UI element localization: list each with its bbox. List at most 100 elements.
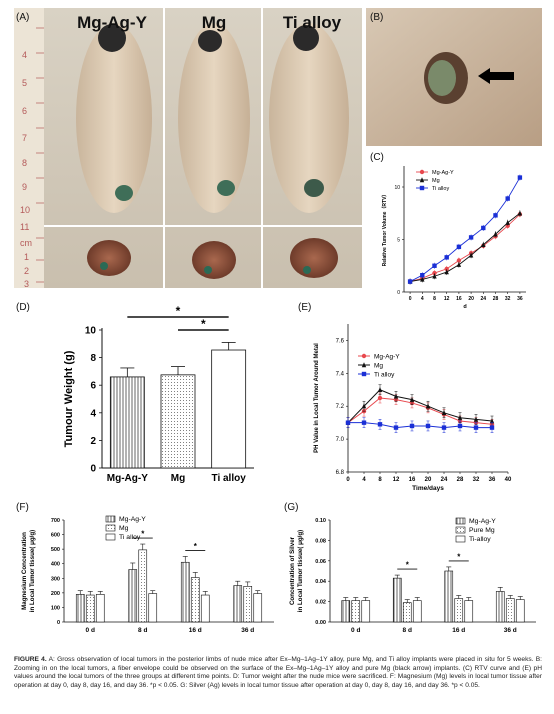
ruler-number: 10 bbox=[20, 205, 30, 215]
significance-mark: * bbox=[457, 552, 461, 561]
rtv-line-chart: (C) 0 5 10 0 4 8 12 16 20 24 28 32 36 d Relative Tumor… bbox=[370, 152, 526, 310]
y-tick-label: 7.2 bbox=[336, 404, 345, 410]
data-point bbox=[456, 244, 462, 250]
series-line bbox=[409, 177, 521, 282]
series-line bbox=[409, 213, 521, 282]
y-tick-label: 6.8 bbox=[336, 470, 345, 476]
x-tick-label: 12 bbox=[393, 477, 400, 483]
group-label-mg: Mg bbox=[202, 13, 227, 32]
legend-swatch bbox=[455, 535, 466, 543]
mouse-mg bbox=[178, 23, 250, 213]
y-axis-label: Magnesium Concentration bbox=[21, 532, 28, 610]
significance-mark: * bbox=[141, 530, 145, 539]
data-point bbox=[432, 273, 437, 279]
ruler-number: 8 bbox=[22, 158, 27, 168]
y-tick-label: 700 bbox=[51, 518, 60, 524]
y-tick-label: 0.08 bbox=[315, 538, 326, 544]
data-point bbox=[505, 196, 510, 201]
x-tick-label: 20 bbox=[468, 296, 474, 302]
y-axis-label: in Local Tumor tissue( μg/g) bbox=[297, 530, 304, 612]
ruler bbox=[36, 27, 44, 283]
tumor-mg-ag-y bbox=[87, 240, 131, 276]
data-point bbox=[473, 425, 479, 430]
data-point bbox=[444, 255, 449, 260]
y-tick-label: 0 bbox=[90, 464, 96, 475]
x-tick-label: Mg bbox=[171, 473, 185, 484]
panel-d: (D) 0 2 4 6 8 10 Tumour Weight (g) Mg-Ag-Y Mg Ti … bbox=[14, 300, 264, 492]
y-axis-label: in Local Tumor tissue( μg/g) bbox=[29, 530, 36, 612]
y-axis-label: PH Value in Local Tumor Around Metal bbox=[314, 343, 320, 453]
group-label-mg-ag-y: Mg-Ag-Y bbox=[77, 13, 148, 32]
data-point bbox=[457, 423, 463, 429]
data-point bbox=[393, 393, 399, 399]
tumor-ti-alloy bbox=[290, 238, 338, 278]
legend-label: Mg-Ag-Y bbox=[374, 354, 400, 361]
x-tick-label: 8 d bbox=[403, 627, 412, 634]
x-tick-label: 4 bbox=[362, 477, 366, 483]
caption-text: A: Gross observation of local tumors in … bbox=[14, 656, 542, 689]
panel-b-photo: (B) bbox=[366, 8, 542, 146]
y-tick-label: 5 bbox=[397, 238, 400, 244]
y-tick-label: 7.4 bbox=[336, 371, 345, 377]
y-tick-label: 2 bbox=[90, 436, 96, 447]
legend-label: Mg-Ag-Y bbox=[432, 170, 454, 176]
y-tick-label: 6 bbox=[90, 381, 96, 392]
data-point bbox=[468, 235, 474, 240]
x-tick-label: 20 bbox=[425, 477, 432, 483]
significance-mark: * bbox=[194, 542, 198, 551]
data-point bbox=[377, 395, 383, 401]
data-point bbox=[361, 420, 367, 425]
x-tick-label: 0 bbox=[409, 296, 412, 302]
x-tick-label: 24 bbox=[441, 477, 448, 483]
panel-f: (F) 0 100 200 300 400 500 600 700 Magnesium Conc… bbox=[14, 500, 280, 650]
legend-marker bbox=[361, 371, 367, 377]
y-tick-label: 4 bbox=[90, 408, 96, 419]
bar bbox=[464, 600, 474, 623]
legend-label: Mg-Ag-Y bbox=[119, 516, 146, 523]
x-tick-label: 16 d bbox=[189, 627, 202, 634]
data-point bbox=[481, 242, 486, 247]
data-point bbox=[425, 423, 431, 429]
mouse-ti-alloy bbox=[269, 23, 349, 213]
y-tick-label: 0.10 bbox=[315, 518, 326, 524]
bar bbox=[402, 602, 412, 623]
panel-c: (C) 0 5 10 0 4 8 12 16 20 24 28 32 36 d Relative Tumor… bbox=[366, 150, 542, 310]
x-tick-label: 32 bbox=[505, 296, 511, 302]
bar bbox=[95, 594, 105, 623]
tumor-mg bbox=[192, 241, 236, 279]
y-tick-label: 100 bbox=[51, 605, 60, 611]
y-tick-label: 300 bbox=[51, 576, 60, 582]
x-tick-label: 24 bbox=[481, 296, 487, 302]
group-label-ti-alloy: Ti alloy bbox=[283, 13, 342, 32]
data-point bbox=[517, 210, 523, 216]
bar bbox=[392, 577, 402, 623]
data-point bbox=[457, 415, 463, 420]
data-point bbox=[420, 273, 425, 278]
y-tick-label: 0.06 bbox=[315, 559, 326, 565]
bar bbox=[495, 591, 505, 623]
legend-label: Ti-alloy bbox=[469, 536, 491, 543]
data-point bbox=[377, 387, 383, 392]
x-tick-label: 16 bbox=[456, 296, 462, 302]
x-tick-label: Mg-Ag-Y bbox=[107, 473, 148, 484]
panel-e: (E) 6.8 7.0 7.2 7.4 7.6 0 4 8 12 16 20 24 28 32 36 40 Ti… bbox=[296, 300, 542, 500]
y-tick-label: 8 bbox=[90, 353, 96, 364]
data-point bbox=[409, 423, 415, 429]
legend-label: Pure Mg bbox=[469, 527, 495, 534]
bar bbox=[253, 593, 263, 623]
ruler-number: 4 bbox=[22, 50, 27, 60]
bar bbox=[190, 577, 200, 623]
y-tick-label: 7.6 bbox=[336, 338, 345, 344]
legend-label: Mg bbox=[119, 525, 129, 532]
x-tick-label: 16 bbox=[409, 477, 416, 483]
legend-swatch bbox=[105, 524, 116, 532]
panel-label: (C) bbox=[370, 152, 384, 163]
legend-swatch bbox=[455, 526, 466, 534]
legend-swatch bbox=[455, 517, 466, 525]
y-tick-label: 0.04 bbox=[315, 579, 327, 585]
legend-swatch bbox=[105, 533, 116, 541]
data-point bbox=[393, 425, 399, 430]
x-tick-label: 36 bbox=[489, 477, 496, 483]
bar bbox=[160, 374, 196, 469]
data-point bbox=[361, 403, 367, 409]
